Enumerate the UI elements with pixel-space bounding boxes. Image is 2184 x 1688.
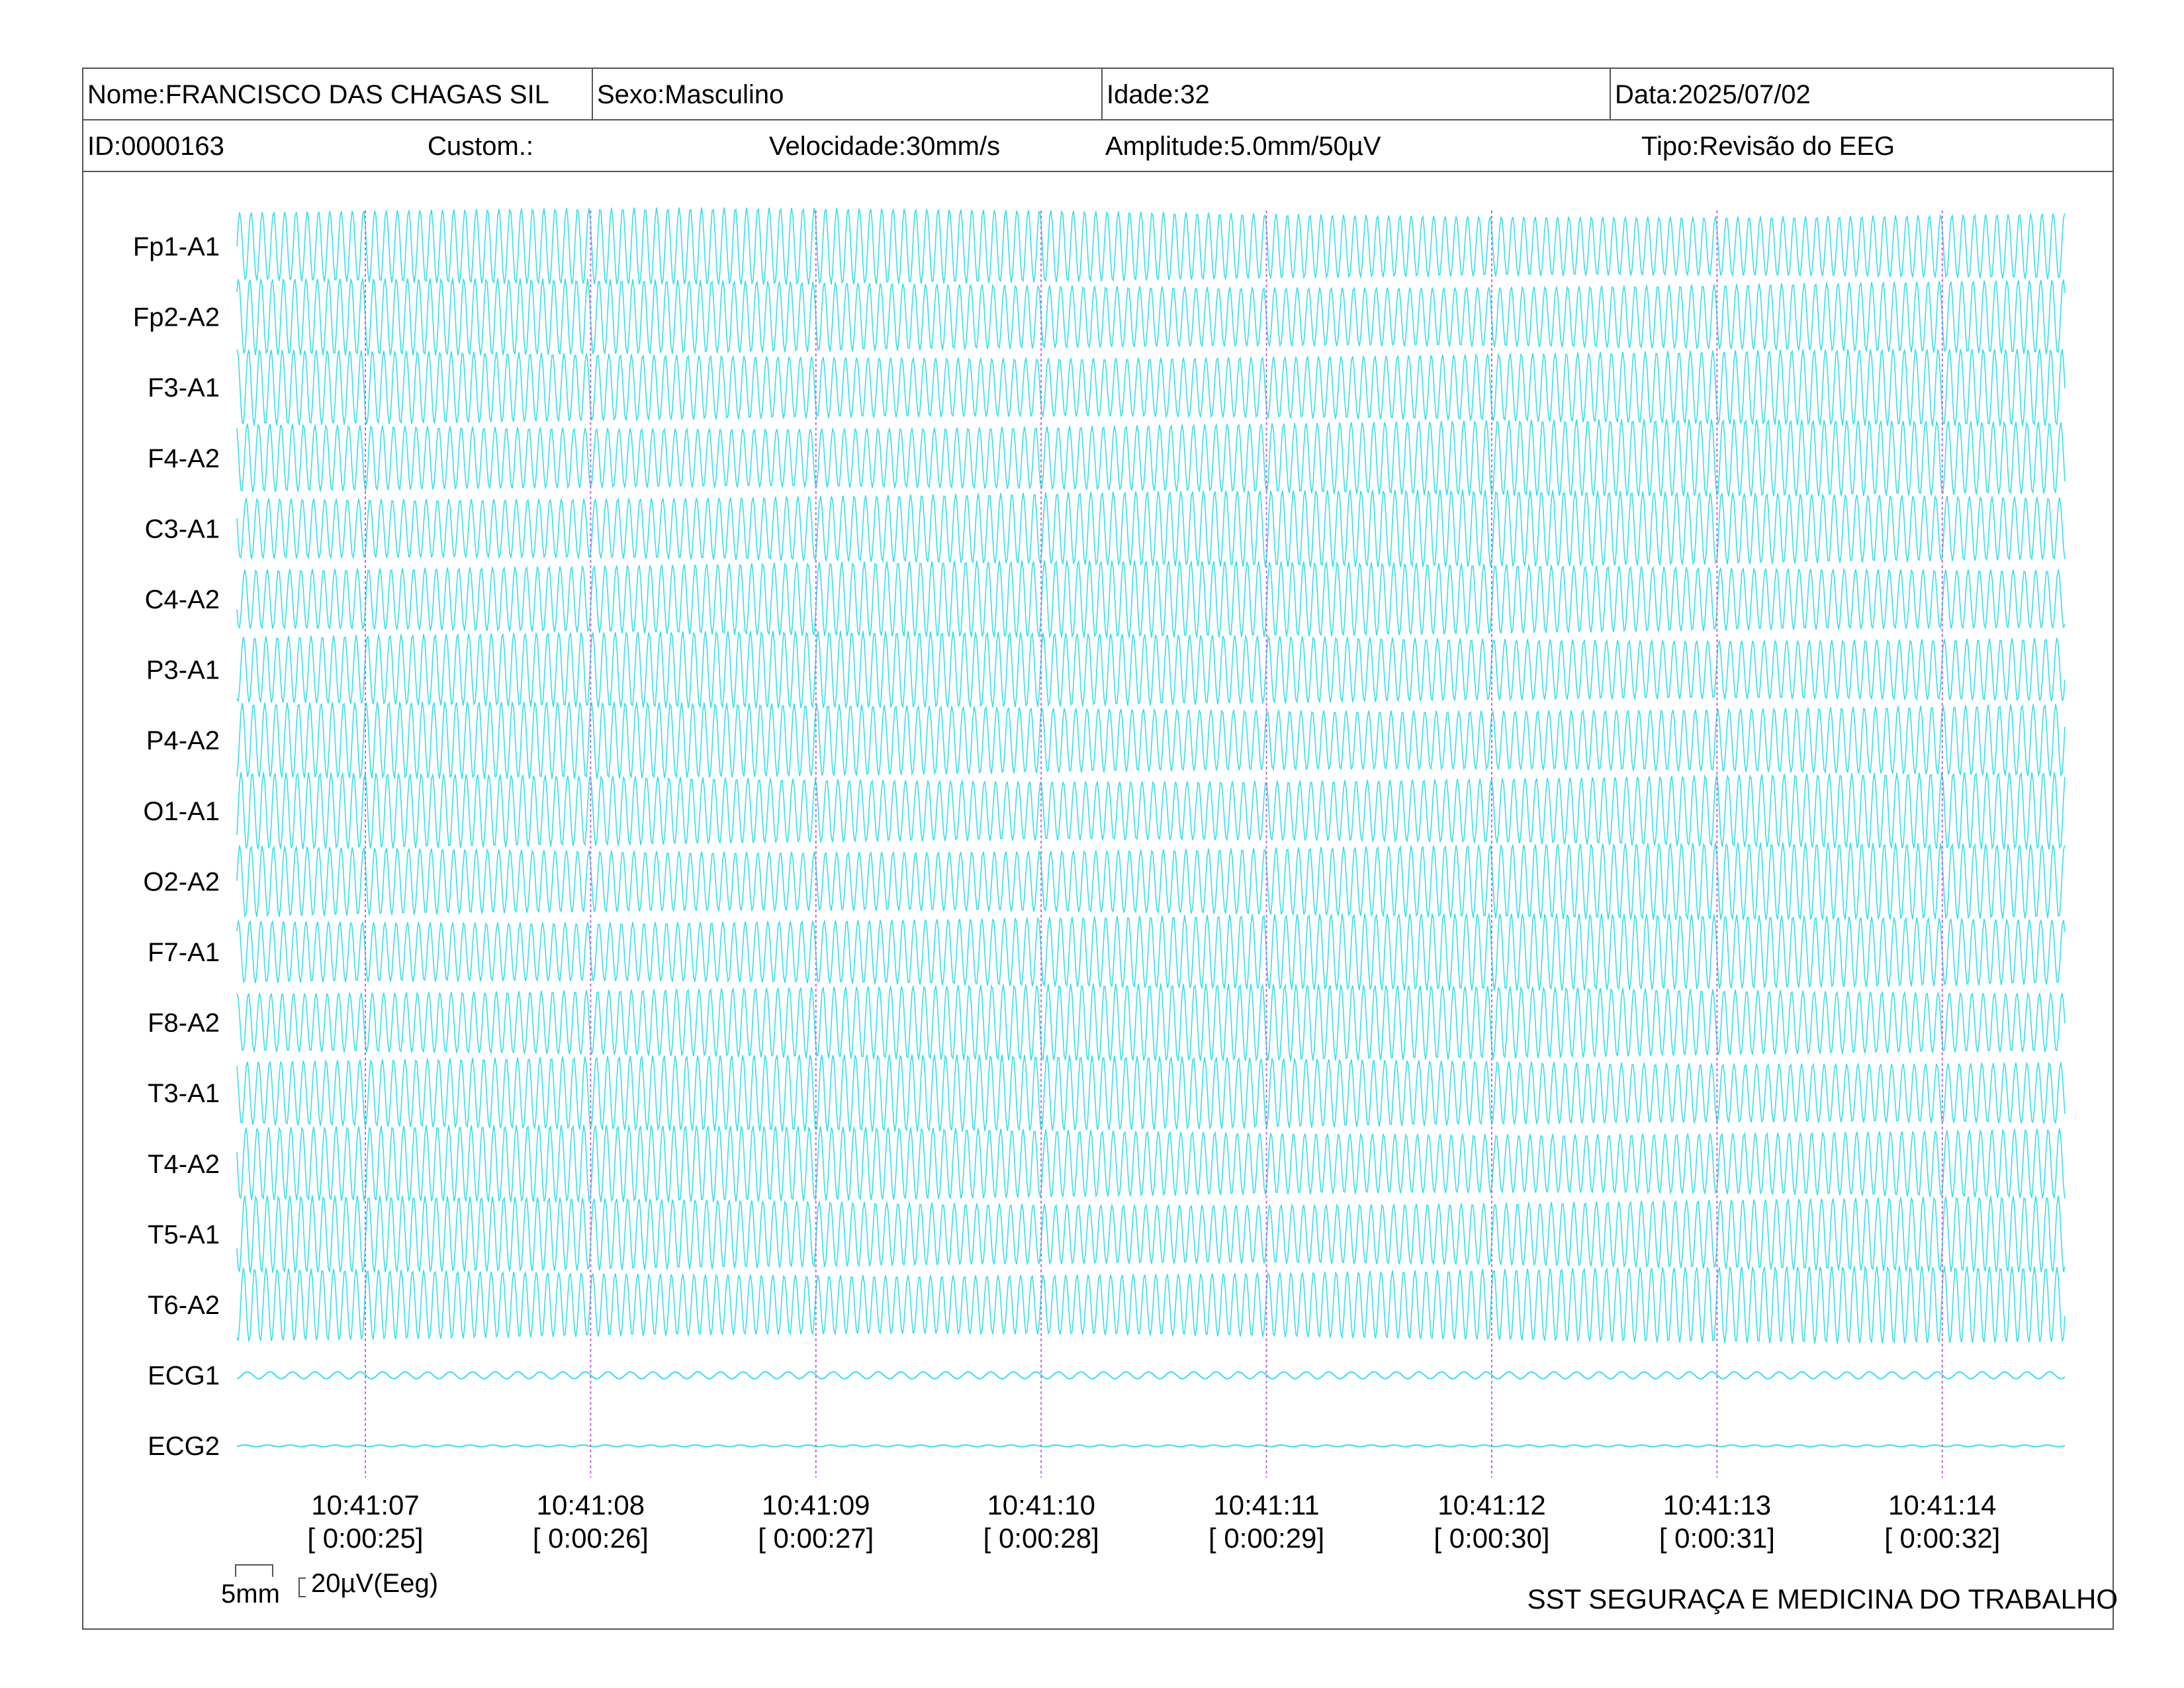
- channel-label-ecg2: ECG2: [148, 1432, 220, 1461]
- channel-label-f7-a1: F7-A1: [148, 938, 220, 967]
- scale-bar: [235, 1564, 306, 1597]
- speed-setting: Velocidade:30mm/s: [769, 132, 1001, 161]
- time-elapsed-label: [ 0:00:31]: [1659, 1523, 1775, 1554]
- time-clock-label: 10:41:08: [537, 1489, 645, 1521]
- scale-mm-label: 5mm: [221, 1579, 280, 1609]
- channel-label-c4-a2: C4-A2: [145, 585, 220, 614]
- exam-type: Tipo:Revisão do EEG: [1641, 132, 1895, 161]
- patient-id: ID:0000163: [87, 132, 224, 161]
- time-tick-labels: 10:41:07[ 0:00:25] 10:41:08[ 0:00:26] 10:4…: [307, 1489, 2000, 1554]
- header-row-1: Nome:FRANCISCO DAS CHAGAS SIL Sexo:Mascu…: [83, 69, 2113, 120]
- custom-field: Custom.:: [428, 132, 534, 161]
- header-row-2: ID:0000163 Custom.: Velocidade:30mm/s Am…: [83, 120, 2113, 172]
- trace-p4-a2: [236, 701, 2066, 780]
- trace-t3-a1: [236, 1054, 2066, 1133]
- time-clock-label: 10:41:11: [1213, 1489, 1319, 1521]
- trace-f7-a1: [236, 913, 2066, 991]
- time-clock-label: 10:41:14: [1888, 1489, 1997, 1521]
- trace-ecg1: [236, 1371, 2066, 1380]
- patient-name: Nome:FRANCISCO DAS CHAGAS SIL: [87, 80, 549, 109]
- time-elapsed-label: [ 0:00:26]: [533, 1523, 649, 1554]
- channel-label-t4-a2: T4-A2: [148, 1150, 220, 1179]
- trace-fp2-a2: [236, 277, 2066, 356]
- channel-label-fp2-a2: Fp2-A2: [133, 303, 220, 332]
- channel-label-f8-a2: F8-A2: [148, 1009, 220, 1038]
- time-elapsed-label: [ 0:00:29]: [1208, 1523, 1324, 1554]
- trace-o2-a2: [236, 842, 2066, 921]
- time-elapsed-label: [ 0:00:28]: [983, 1523, 1099, 1554]
- report-frame: Nome:FRANCISCO DAS CHAGAS SIL Sexo:Mascu…: [82, 68, 2114, 1630]
- trace-t6-a2: [236, 1265, 2066, 1344]
- channel-label-o2-a2: O2-A2: [143, 867, 220, 896]
- time-markers: [365, 211, 1943, 1477]
- channel-label-fp1-a1: Fp1-A1: [133, 232, 220, 261]
- exam-date: Data:2025/07/02: [1610, 69, 2114, 119]
- time-clock-label: 10:41:12: [1437, 1489, 1546, 1521]
- time-elapsed-label: [ 0:00:30]: [1433, 1523, 1549, 1554]
- trace-f3-a1: [236, 348, 2066, 426]
- channel-label-t6-a2: T6-A2: [148, 1291, 220, 1320]
- trace-p3-a1: [236, 630, 2066, 709]
- channel-label-p4-a2: P4-A2: [146, 726, 220, 755]
- time-clock-label: 10:41:07: [311, 1489, 420, 1521]
- trace-ecg2: [236, 1444, 2066, 1448]
- trace-t4-a2: [236, 1124, 2066, 1203]
- trace-t5-a1: [236, 1195, 2066, 1274]
- trace-fp1-a1: [236, 207, 2066, 285]
- scale-uv-label: 20µV(Eeg): [311, 1569, 439, 1598]
- time-clock-label: 10:41:10: [987, 1489, 1095, 1521]
- trace-f8-a2: [236, 983, 2066, 1062]
- trace-o1-a1: [236, 771, 2066, 851]
- organization-name: SST SEGURAÇA E MEDICINA DO TRABALHO: [1527, 1583, 2118, 1615]
- channel-label-f4-a2: F4-A2: [148, 444, 220, 473]
- channel-label-ecg1: ECG1: [148, 1362, 220, 1391]
- channel-label-c3-a1: C3-A1: [145, 514, 220, 543]
- time-elapsed-label: [ 0:00:25]: [307, 1523, 423, 1554]
- trace-c3-a1: [236, 489, 2066, 568]
- eeg-traces: [236, 207, 2066, 1448]
- channel-label-p3-a1: P3-A1: [146, 656, 220, 685]
- amplitude-setting: Amplitude:5.0mm/50µV: [1105, 132, 1381, 161]
- patient-sex: Sexo:Masculino: [592, 69, 1101, 119]
- time-clock-label: 10:41:13: [1663, 1489, 1772, 1521]
- channel-label-o1-a1: O1-A1: [143, 797, 220, 826]
- time-elapsed-label: [ 0:00:32]: [1884, 1523, 2000, 1554]
- channel-label-t3-a1: T3-A1: [148, 1079, 220, 1108]
- trace-c4-a2: [236, 559, 2066, 639]
- channel-label-f3-a1: F3-A1: [148, 373, 220, 402]
- trace-f4-a2: [236, 418, 2066, 497]
- patient-age: Idade:32: [1101, 69, 1610, 119]
- channel-labels: Fp1-A1 Fp2-A2 F3-A1 F4-A2 C3-A1 C4-A2 P3-A1 P4-…: [133, 232, 220, 1461]
- time-clock-label: 10:41:09: [762, 1489, 870, 1521]
- time-elapsed-label: [ 0:00:27]: [758, 1523, 874, 1554]
- channel-label-t5-a1: T5-A1: [148, 1220, 220, 1249]
